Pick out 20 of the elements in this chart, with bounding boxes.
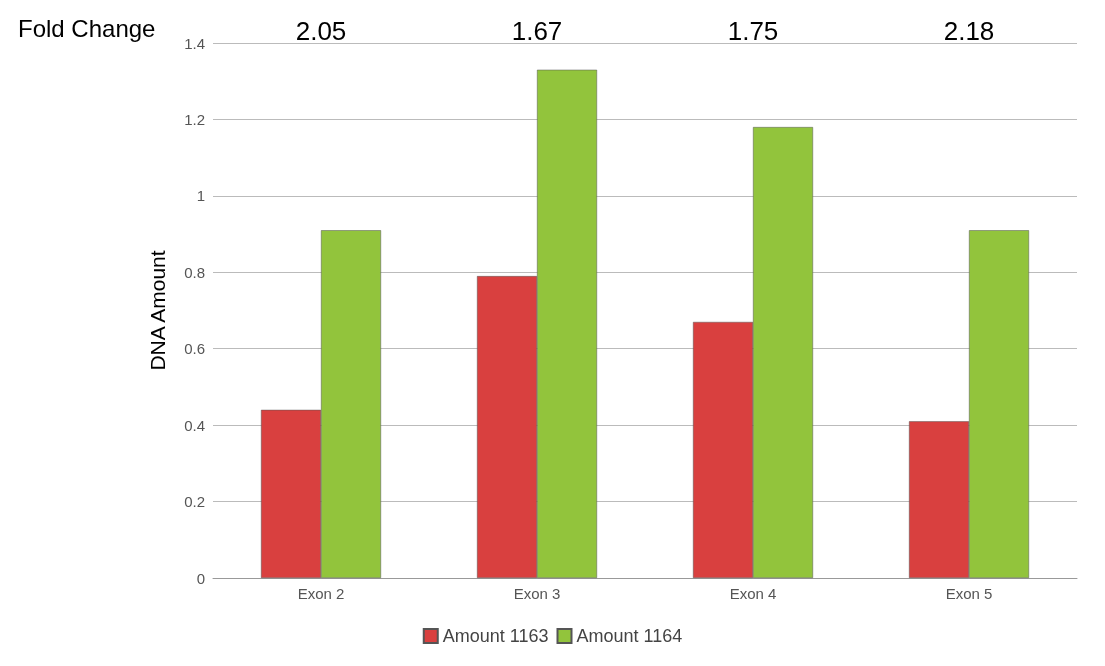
annotation: 1.67 [511, 16, 563, 46]
x-tick-label: Exon 5 [945, 585, 993, 602]
y-tick-label: 1 [196, 187, 205, 205]
y-tick-label: 0.8 [184, 263, 205, 281]
annotation: 2.18 [943, 16, 995, 46]
legend-label: Amount 1163 [442, 626, 549, 646]
x-tick-label: Exon 2 [297, 585, 345, 602]
legend-label: Amount 1164 [576, 626, 683, 646]
y-tick-label: 1.2 [184, 110, 205, 128]
y-tick-label: 1.4 [184, 34, 205, 52]
y-tick-label: 0 [196, 569, 205, 587]
x-tick-label: Exon 4 [729, 585, 777, 602]
annotation: 2.05 [295, 16, 347, 46]
annotation: 1.75 [727, 16, 779, 46]
y-tick-label: 0.2 [184, 493, 205, 511]
text: Fold Change [18, 14, 156, 42]
y-axis-title: DNA Amount [146, 250, 169, 371]
y-tick-label: 0.4 [184, 416, 205, 434]
y-tick-label: 0.6 [184, 340, 205, 358]
x-tick-label: Exon 3 [513, 585, 561, 602]
